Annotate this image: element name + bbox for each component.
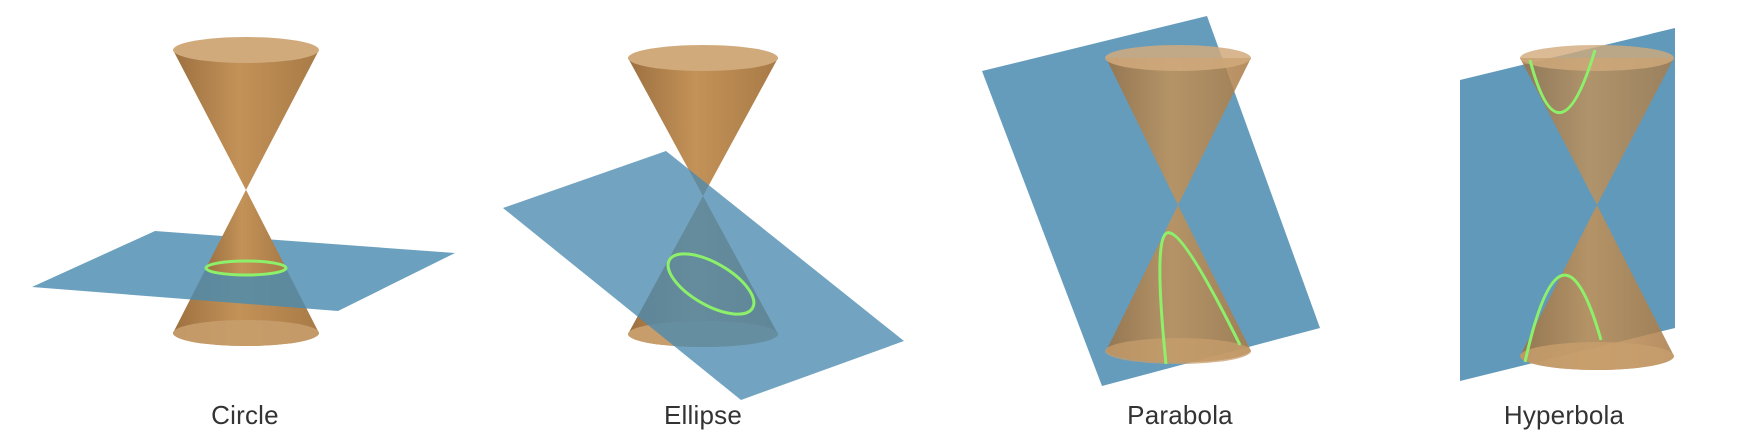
upper-cone-rim — [1105, 45, 1251, 71]
panel-hyperbola: Hyperbola — [1340, 0, 1746, 447]
caption-parabola: Parabola — [1127, 400, 1233, 430]
circle-curve — [204, 259, 288, 277]
caption-ellipse: Ellipse — [664, 400, 742, 430]
upper-cone-rim — [628, 45, 778, 71]
hyperbola-lower-branch — [1523, 273, 1603, 363]
hyperbola-upper-branch — [1528, 49, 1597, 114]
lower-cone-base — [1105, 338, 1251, 364]
caption-hyperbola: Hyperbola — [1503, 400, 1625, 430]
cutting-plane — [982, 16, 1320, 386]
lower-cone-base — [1520, 342, 1674, 370]
upper-nappe — [628, 58, 778, 196]
lower-cone-base — [173, 320, 319, 346]
panel-ellipse: Ellipse — [460, 0, 920, 447]
circle-diagram — [32, 37, 455, 346]
caption-circle: Circle — [211, 400, 279, 430]
parabola-diagram — [982, 16, 1320, 386]
lower-nappe — [1106, 205, 1251, 363]
parabola-curve — [1158, 231, 1242, 365]
lower-nappe-top — [206, 190, 286, 275]
upper-nappe — [173, 50, 319, 190]
lower-nappe — [1520, 205, 1674, 370]
ellipse-curve — [666, 252, 756, 316]
ellipse-diagram — [503, 45, 904, 400]
cutting-plane — [503, 151, 904, 400]
panel-circle: Circle — [0, 0, 460, 447]
panel-parabola: Parabola — [920, 0, 1340, 447]
hyperbola-diagram — [1460, 28, 1675, 381]
upper-cone-rim — [173, 37, 319, 63]
upper-cone-rim — [1520, 45, 1674, 71]
upper-nappe — [1520, 58, 1674, 205]
upper-nappe — [1106, 58, 1251, 205]
